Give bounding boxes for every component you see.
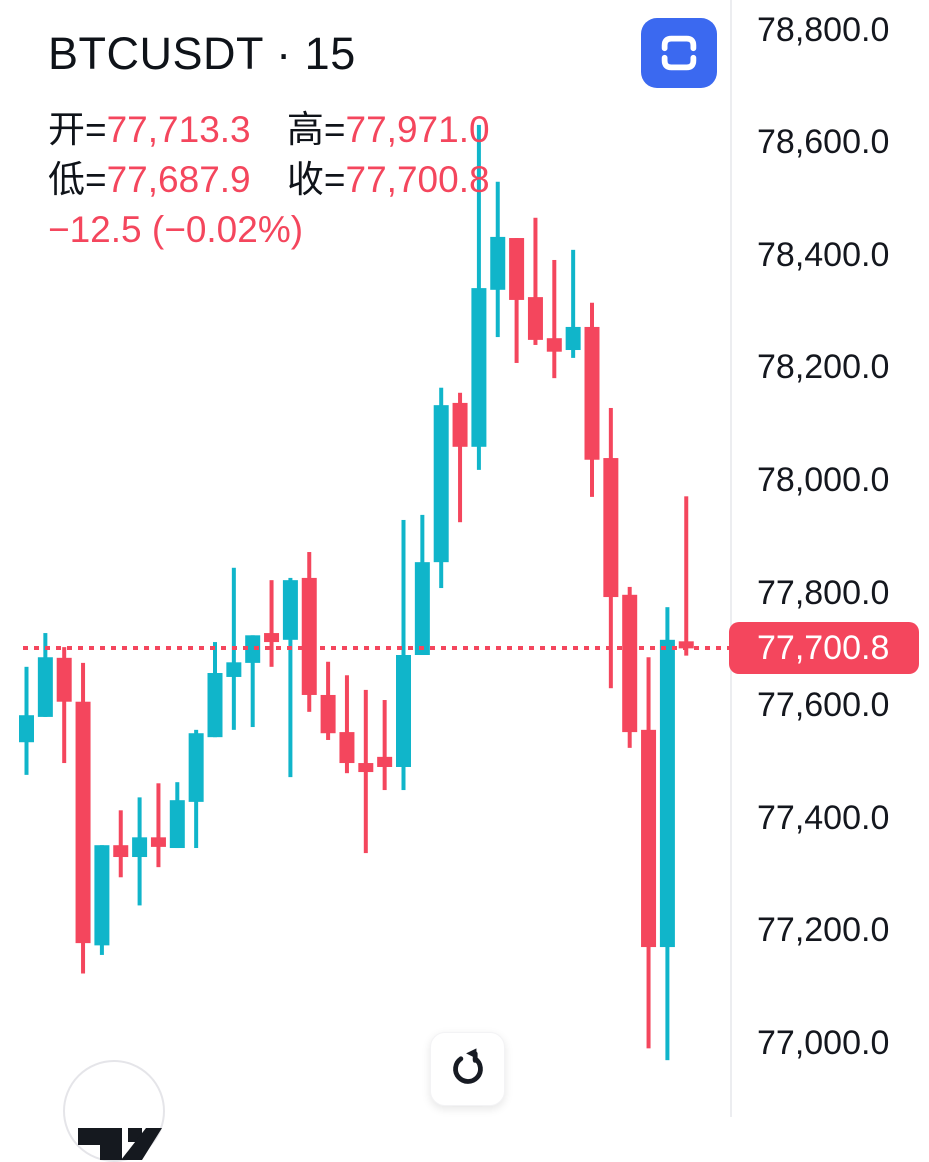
ohlc-row-2: 低=77,687.9 收=77,700.8 bbox=[48, 155, 516, 205]
candle bbox=[433, 387, 449, 589]
current-price-badge: 77,700.8 bbox=[729, 622, 919, 675]
candle bbox=[584, 302, 600, 497]
refresh-button[interactable] bbox=[430, 1032, 505, 1106]
candle bbox=[471, 124, 487, 470]
chart-pane[interactable] bbox=[0, 0, 929, 1117]
candle bbox=[56, 647, 72, 764]
open-value: 77,713.3 bbox=[106, 109, 251, 150]
y-axis-tick-label: 78,800.0 bbox=[757, 10, 890, 49]
candle bbox=[339, 675, 355, 774]
candle bbox=[75, 662, 91, 974]
y-axis-tick-label: 77,800.0 bbox=[757, 573, 890, 612]
candle bbox=[94, 845, 110, 955]
candle bbox=[37, 633, 53, 717]
ohlc-values: 开=77,713.3 高=77,971.0 低=77,687.9 收=77,70… bbox=[48, 105, 516, 255]
y-axis-tick-label: 77,600.0 bbox=[757, 686, 890, 725]
low-value: 77,687.9 bbox=[106, 159, 251, 200]
candle bbox=[452, 392, 468, 523]
price-change: −12.5 (−0.02%) bbox=[48, 209, 304, 250]
high-value: 77,971.0 bbox=[345, 109, 490, 150]
y-axis-tick-label: 78,000.0 bbox=[757, 461, 890, 499]
high-label: 高= bbox=[286, 109, 346, 150]
y-axis-tick-label: 78,200.0 bbox=[757, 348, 890, 387]
y-axis-tick-label: 77,000.0 bbox=[757, 1023, 890, 1062]
open-label: 开= bbox=[48, 109, 107, 150]
current-price-label: 77,700.8 bbox=[757, 628, 890, 667]
candle bbox=[282, 577, 298, 778]
y-axis-tick-label: 77,400.0 bbox=[757, 798, 890, 837]
candle bbox=[546, 259, 562, 379]
candle bbox=[565, 249, 581, 358]
candle bbox=[490, 181, 506, 338]
candle bbox=[678, 496, 694, 656]
candle bbox=[603, 407, 619, 689]
candle bbox=[659, 607, 675, 1061]
candle bbox=[207, 642, 223, 738]
fullscreen-frame-icon bbox=[655, 30, 703, 76]
candle bbox=[169, 782, 185, 849]
candle bbox=[377, 700, 393, 791]
price-line bbox=[23, 646, 729, 651]
candle bbox=[622, 586, 638, 748]
tradingview-logo-icon bbox=[66, 1100, 162, 1160]
axis-separator bbox=[730, 0, 732, 1117]
candle bbox=[396, 519, 411, 791]
candle bbox=[414, 514, 430, 656]
close-label: 收= bbox=[286, 159, 346, 200]
close-value: 77,700.8 bbox=[345, 159, 490, 200]
tradingview-logo[interactable] bbox=[63, 1060, 165, 1162]
candle bbox=[113, 810, 129, 878]
y-axis-tick-label: 77,200.0 bbox=[757, 911, 890, 950]
fullscreen-button[interactable] bbox=[641, 18, 717, 88]
candle bbox=[641, 657, 657, 1049]
candle bbox=[132, 797, 148, 906]
candle bbox=[150, 783, 166, 868]
candle bbox=[358, 689, 374, 854]
y-axis-tick-label: 78,600.0 bbox=[757, 123, 890, 162]
symbol-title[interactable]: BTCUSDT · 15 bbox=[48, 28, 356, 79]
candle bbox=[188, 729, 204, 849]
y-axis-tick-label: 78,400.0 bbox=[757, 235, 890, 274]
candle bbox=[19, 666, 34, 775]
candle bbox=[509, 238, 525, 363]
low-label: 低= bbox=[48, 159, 107, 200]
chart-legend: BTCUSDT · 15 开=77,713.3 高=77,971.0 低=77,… bbox=[48, 28, 516, 255]
ohlc-row-1: 开=77,713.3 高=77,971.0 bbox=[48, 105, 516, 155]
candle bbox=[301, 552, 317, 712]
candle bbox=[264, 580, 280, 667]
candle bbox=[320, 661, 336, 740]
price-axis[interactable]: 78,800.0 78,600.0 78,400.0 78,200.0 78,000.0… bbox=[730, 0, 929, 1117]
refresh-icon bbox=[445, 1046, 491, 1092]
candle bbox=[527, 217, 543, 345]
